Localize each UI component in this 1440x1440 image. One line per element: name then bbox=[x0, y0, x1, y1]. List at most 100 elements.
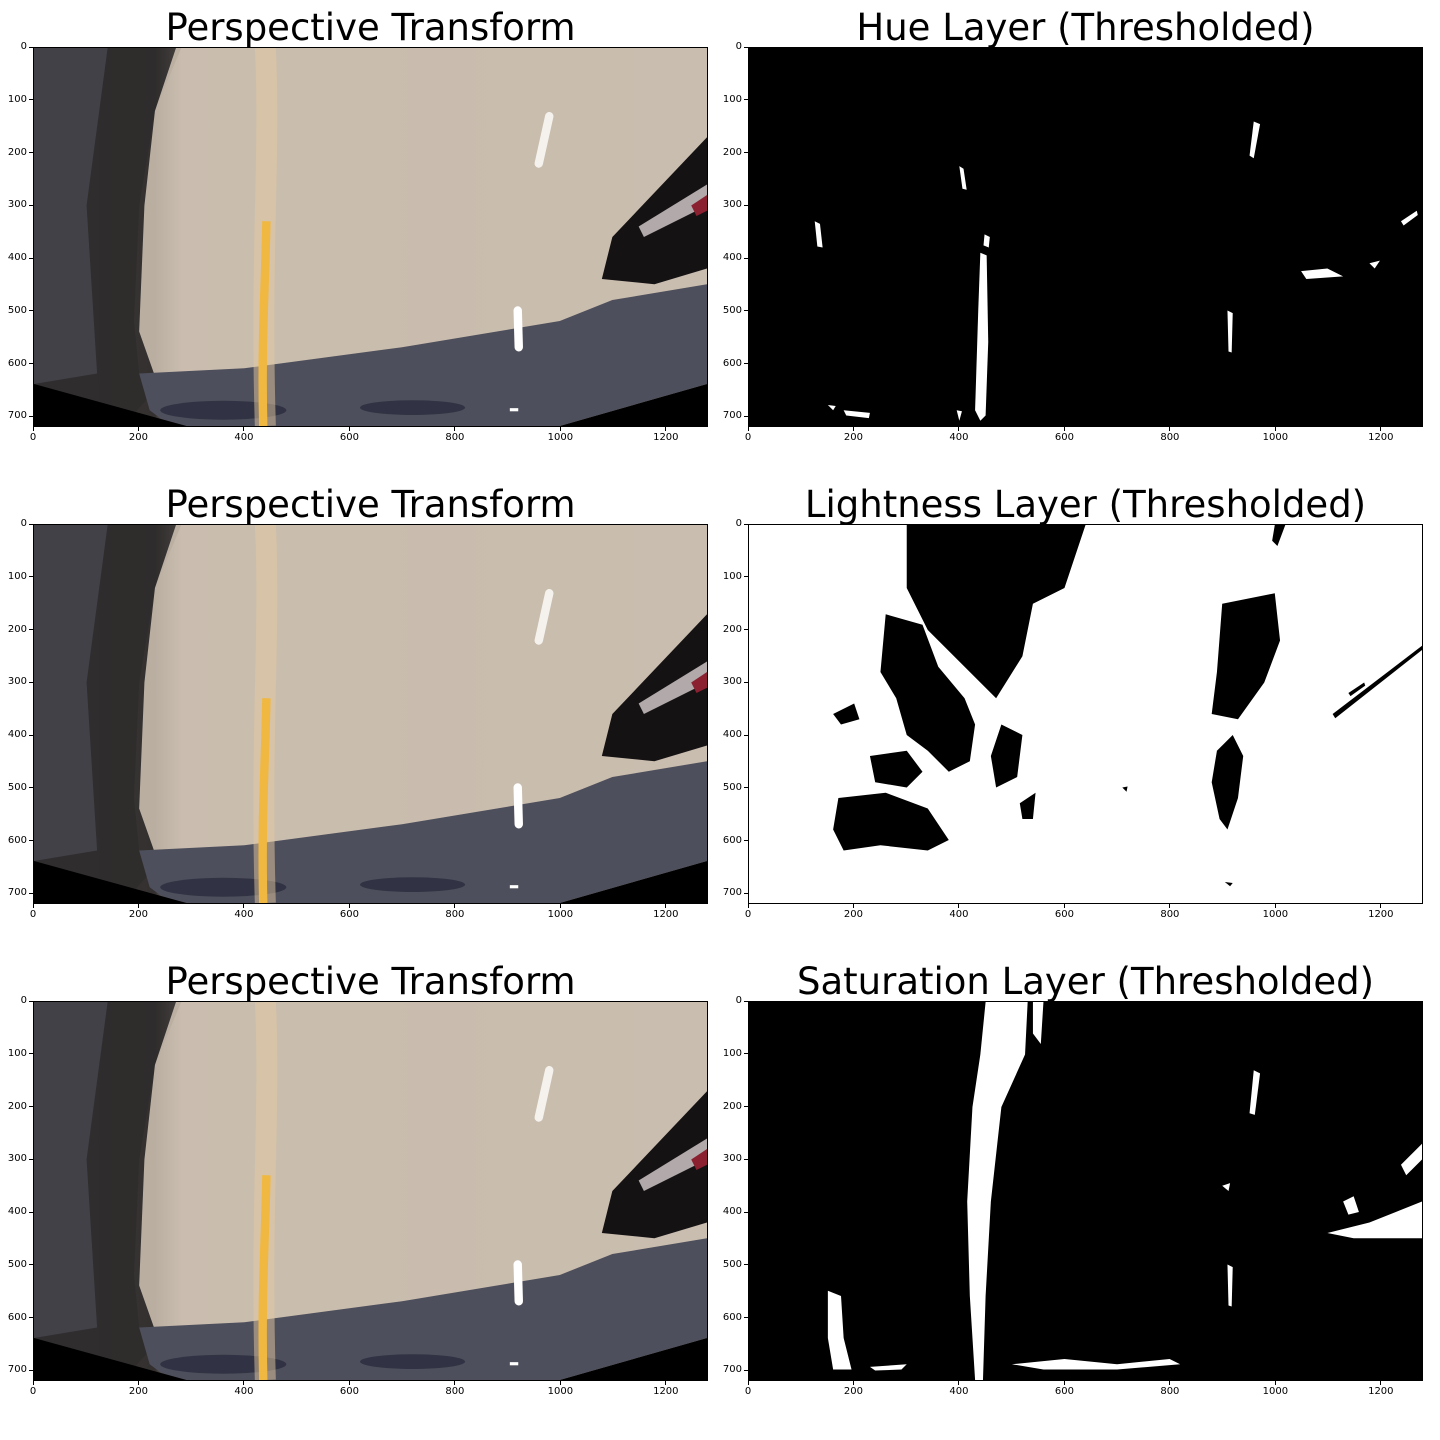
x-tick-label: 1000 bbox=[1262, 432, 1289, 443]
y-tick-mark bbox=[29, 310, 33, 312]
y-tick-mark bbox=[744, 1369, 748, 1371]
y-tick-label: 100 bbox=[722, 93, 742, 105]
y-tick-label: 700 bbox=[7, 887, 27, 899]
x-tick-mark bbox=[348, 904, 350, 908]
y-tick-label: 600 bbox=[7, 357, 27, 369]
x-tick-label: 200 bbox=[128, 909, 149, 920]
x-tick-mark bbox=[665, 904, 667, 908]
y-tick-mark bbox=[744, 363, 748, 365]
y-tick-mark bbox=[744, 523, 748, 525]
y-tick-label: 600 bbox=[722, 834, 742, 846]
y-tick-label: 300 bbox=[7, 199, 27, 211]
y-tick-label: 500 bbox=[7, 781, 27, 793]
x-tick-mark bbox=[958, 1381, 960, 1385]
x-tick-label: 200 bbox=[843, 432, 864, 443]
y-tick-label: 500 bbox=[722, 304, 742, 316]
y-tick-mark bbox=[744, 1106, 748, 1108]
x-tick-mark bbox=[1274, 904, 1276, 908]
y-tick-label: 300 bbox=[7, 676, 27, 688]
panel-title: Saturation Layer (Thresholded) bbox=[796, 960, 1375, 1003]
y-tick-label: 400 bbox=[722, 252, 742, 264]
x-tick-mark bbox=[559, 427, 561, 431]
x-tick-label: 800 bbox=[445, 432, 465, 443]
x-tick-label: 400 bbox=[949, 432, 969, 443]
y-tick-mark bbox=[744, 1158, 748, 1160]
x-tick-label: 1000 bbox=[547, 1386, 574, 1397]
x-tick-mark bbox=[1169, 427, 1171, 431]
x-tick-mark bbox=[958, 904, 960, 908]
y-tick-mark bbox=[29, 787, 33, 789]
x-tick-mark bbox=[747, 427, 749, 431]
y-tick-label: 0 bbox=[735, 41, 742, 52]
panel-title: Perspective Transform bbox=[165, 483, 576, 526]
y-tick-mark bbox=[29, 415, 33, 417]
y-tick-label: 200 bbox=[7, 1100, 27, 1112]
panel-title: Perspective Transform bbox=[165, 960, 576, 1003]
y-tick-label: 700 bbox=[722, 1364, 742, 1376]
x-tick-label: 0 bbox=[29, 1386, 37, 1397]
perspective-transform-image bbox=[34, 525, 707, 903]
y-tick-mark bbox=[29, 1000, 33, 1002]
y-tick-label: 300 bbox=[722, 199, 742, 211]
plot-area bbox=[748, 524, 1423, 904]
y-tick-mark bbox=[744, 204, 748, 206]
x-tick-mark bbox=[1063, 904, 1065, 908]
plot-area bbox=[748, 1001, 1423, 1381]
y-tick-label: 700 bbox=[7, 1364, 27, 1376]
y-tick-mark bbox=[29, 1317, 33, 1319]
y-tick-label: 400 bbox=[7, 729, 27, 741]
y-tick-mark bbox=[744, 576, 748, 578]
y-tick-mark bbox=[744, 1053, 748, 1055]
x-tick-mark bbox=[559, 1381, 561, 1385]
x-tick-label: 400 bbox=[234, 909, 254, 920]
x-tick-mark bbox=[348, 427, 350, 431]
y-tick-label: 200 bbox=[7, 146, 27, 158]
x-tick-label: 1200 bbox=[653, 1386, 679, 1397]
x-tick-mark bbox=[1063, 1381, 1065, 1385]
x-tick-mark bbox=[1063, 427, 1065, 431]
y-tick-label: 200 bbox=[722, 1100, 742, 1112]
y-tick-mark bbox=[29, 1106, 33, 1108]
x-tick-label: 400 bbox=[234, 432, 254, 443]
y-tick-label: 0 bbox=[20, 41, 27, 52]
y-tick-label: 200 bbox=[7, 623, 27, 635]
x-tick-label: 0 bbox=[29, 432, 37, 443]
y-tick-label: 500 bbox=[7, 304, 27, 316]
y-tick-label: 700 bbox=[722, 410, 742, 422]
x-tick-label: 1200 bbox=[653, 909, 679, 920]
x-tick-mark bbox=[348, 1381, 350, 1385]
y-tick-mark bbox=[744, 1317, 748, 1319]
x-tick-label: 600 bbox=[339, 909, 359, 920]
x-tick-label: 1200 bbox=[1368, 909, 1394, 920]
x-tick-label: 800 bbox=[1160, 1386, 1180, 1397]
x-tick-label: 800 bbox=[445, 909, 465, 920]
y-tick-label: 700 bbox=[7, 410, 27, 422]
y-tick-label: 400 bbox=[722, 1206, 742, 1218]
y-tick-label: 100 bbox=[722, 570, 742, 582]
y-tick-mark bbox=[29, 576, 33, 578]
x-tick-mark bbox=[1274, 1381, 1276, 1385]
hue-threshold-image bbox=[749, 48, 1422, 426]
x-tick-mark bbox=[137, 1381, 139, 1385]
y-tick-mark bbox=[744, 1211, 748, 1213]
y-tick-mark bbox=[29, 681, 33, 683]
saturation-threshold-image bbox=[749, 1002, 1422, 1380]
y-tick-label: 0 bbox=[735, 995, 742, 1006]
y-tick-label: 600 bbox=[722, 357, 742, 369]
x-tick-label: 600 bbox=[1054, 432, 1074, 443]
y-tick-mark bbox=[29, 152, 33, 154]
y-tick-mark bbox=[744, 415, 748, 417]
x-tick-mark bbox=[958, 427, 960, 431]
x-tick-mark bbox=[852, 427, 854, 431]
y-tick-label: 600 bbox=[722, 1311, 742, 1323]
y-tick-label: 0 bbox=[20, 518, 27, 529]
x-tick-mark bbox=[454, 427, 456, 431]
y-tick-label: 0 bbox=[20, 995, 27, 1006]
y-tick-label: 200 bbox=[722, 623, 742, 635]
x-tick-label: 800 bbox=[1160, 909, 1180, 920]
x-tick-mark bbox=[454, 904, 456, 908]
y-tick-mark bbox=[29, 257, 33, 259]
plot-area bbox=[33, 524, 708, 904]
y-tick-mark bbox=[29, 840, 33, 842]
x-tick-label: 1200 bbox=[1368, 1386, 1394, 1397]
